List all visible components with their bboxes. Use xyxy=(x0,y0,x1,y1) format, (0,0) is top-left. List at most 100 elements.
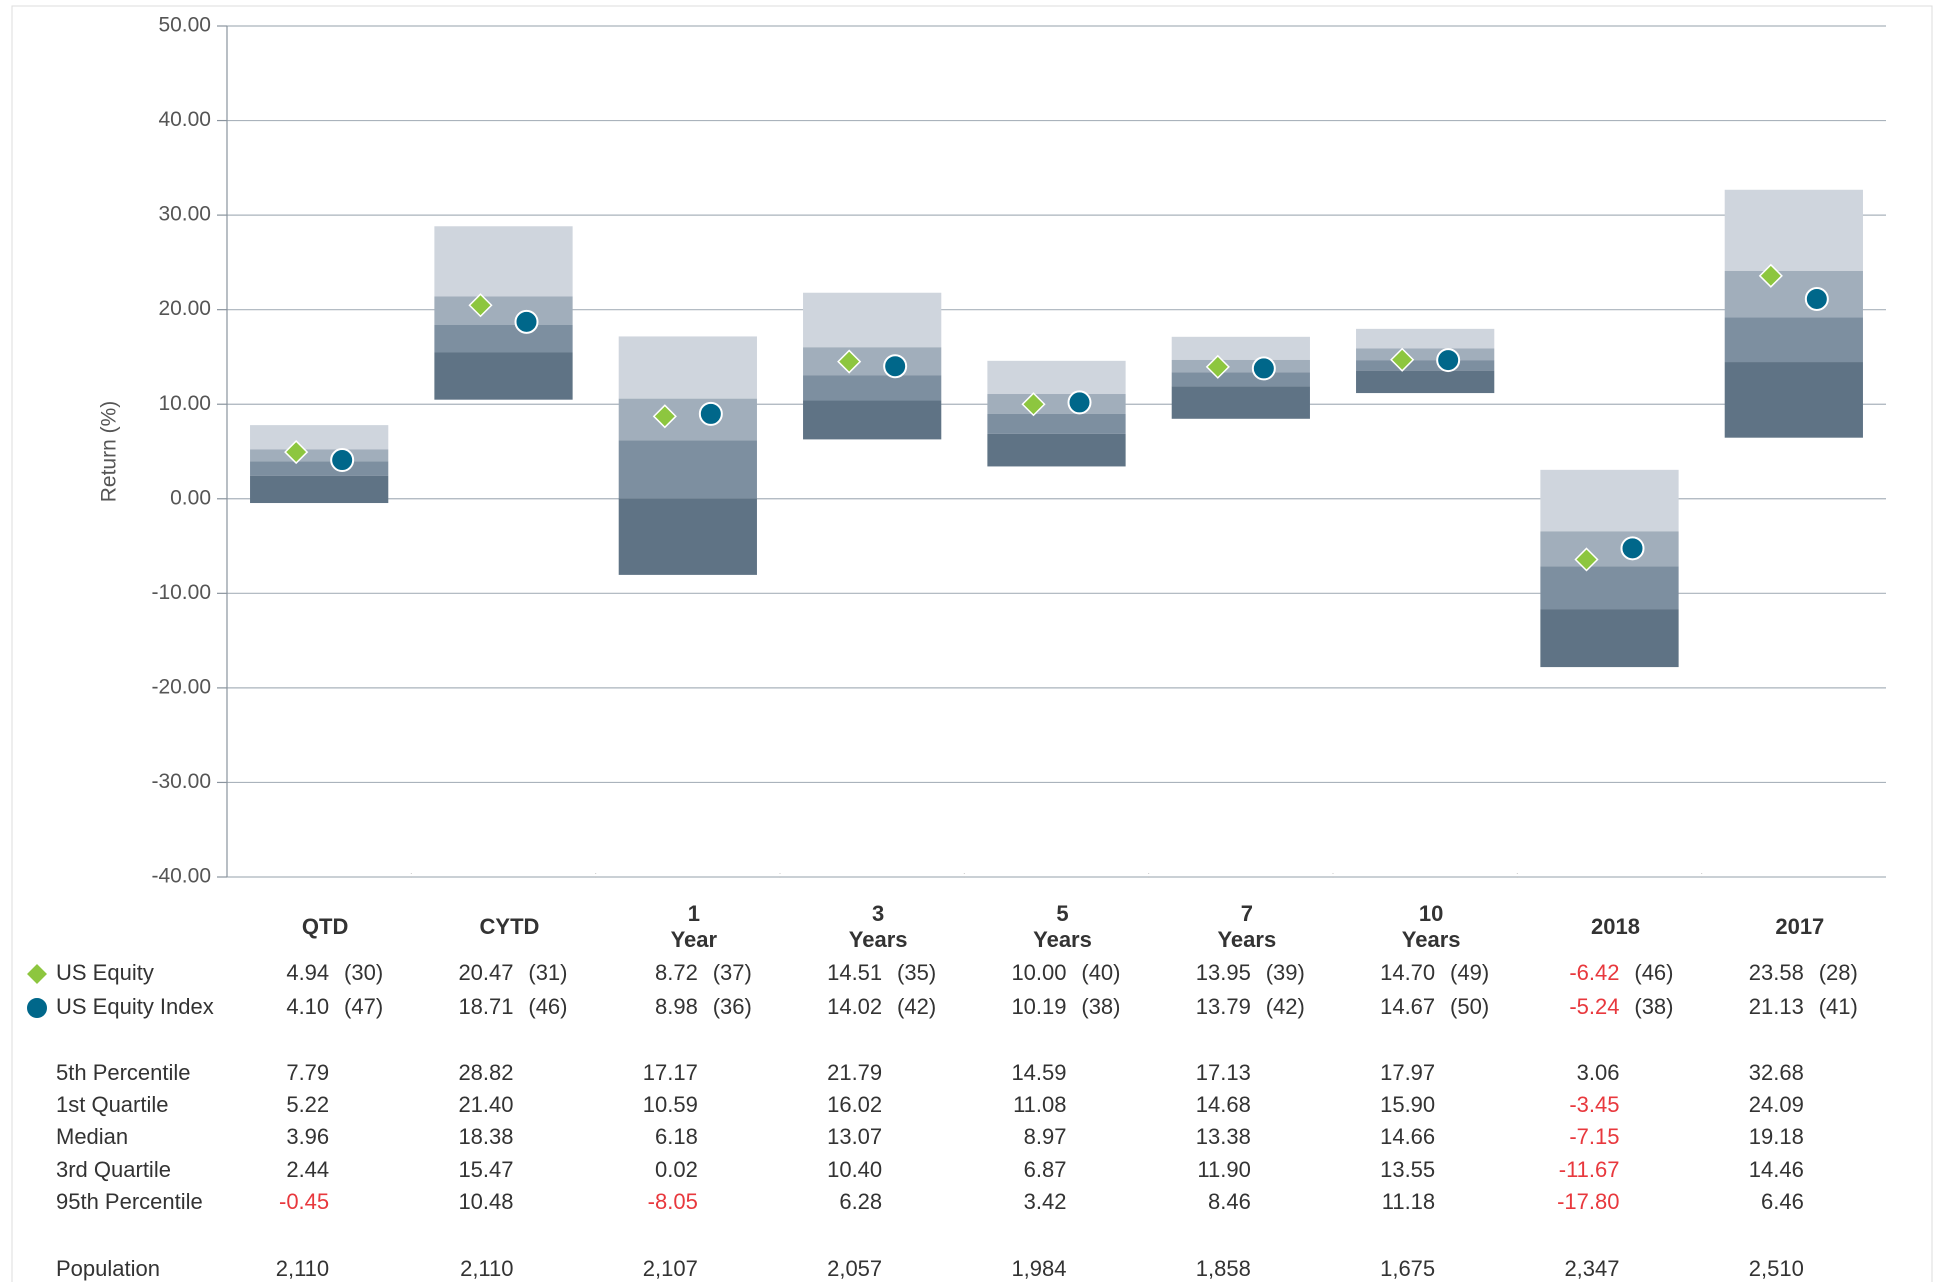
population-cell: 2,110 xyxy=(276,1256,329,1281)
value-cell: 14.67 xyxy=(1380,994,1435,1019)
percentile-band xyxy=(803,347,942,376)
percentile-cell: 6.87 xyxy=(1024,1157,1067,1182)
percentile-cell: 6.28 xyxy=(839,1189,882,1214)
percentile-band xyxy=(1356,360,1495,371)
value-cell: 21.13 xyxy=(1749,994,1804,1019)
percentile-band xyxy=(803,375,942,401)
population-cell: 1,858 xyxy=(1196,1256,1251,1281)
percentile-band xyxy=(987,394,1126,414)
percentile-cell: -3.45 xyxy=(1569,1092,1619,1117)
percentile-band xyxy=(987,433,1126,467)
value-cell: 8.72 xyxy=(655,960,698,985)
value-cell: 13.79 xyxy=(1196,994,1251,1019)
point xyxy=(1758,263,1783,288)
row-label: 5th Percentile xyxy=(56,1060,191,1085)
percentile-cell: 3.96 xyxy=(286,1124,329,1149)
percentile-band xyxy=(1540,469,1679,532)
percentile-band xyxy=(1724,270,1863,318)
x-tick-label: 7 Years xyxy=(1217,901,1277,952)
value-cell: 4.10 xyxy=(286,994,329,1019)
point xyxy=(1390,347,1415,372)
population-cell: 1,984 xyxy=(1011,1256,1066,1281)
percentile-cell: 7.79 xyxy=(286,1060,329,1085)
value-cell: 18.71 xyxy=(458,994,513,1019)
percentile-cell: 17.17 xyxy=(643,1060,698,1085)
value-cell: 23.58 xyxy=(1749,960,1804,985)
row-label: 3rd Quartile xyxy=(56,1157,171,1182)
population-cell: 2,510 xyxy=(1749,1256,1804,1281)
percentile-band xyxy=(987,360,1126,395)
rank-cell: (39) xyxy=(1266,960,1305,985)
percentile-cell: 11.18 xyxy=(1382,1189,1435,1214)
legend-label: US Equity xyxy=(56,960,154,985)
percentile-band xyxy=(1171,372,1310,387)
value-cell: 13.95 xyxy=(1196,960,1251,985)
point xyxy=(652,404,677,429)
point xyxy=(1804,286,1829,311)
y-tick-label: 30.00 xyxy=(158,203,211,226)
y-tick-label: -40.00 xyxy=(151,865,211,888)
percentile-cell: 15.47 xyxy=(458,1157,513,1182)
percentile-cell: 13.38 xyxy=(1196,1124,1251,1149)
percentile-band xyxy=(618,398,757,441)
percentile-cell: 15.90 xyxy=(1380,1092,1435,1117)
x-tick-label: 5 Years xyxy=(1033,901,1092,952)
x-tick-label: 2017 xyxy=(1775,914,1825,939)
percentile-band xyxy=(1724,362,1863,438)
y-tick-label: 20.00 xyxy=(158,297,211,320)
row-label: Median xyxy=(56,1124,128,1149)
point xyxy=(1067,390,1092,415)
point xyxy=(1436,348,1461,373)
percentile-cell: -7.15 xyxy=(1569,1124,1619,1149)
percentile-band xyxy=(803,400,942,440)
percentile-cell: 32.68 xyxy=(1749,1060,1804,1085)
value-cell: -6.42 xyxy=(1569,960,1619,985)
y-tick-label: -30.00 xyxy=(151,770,211,793)
percentile-band xyxy=(803,292,942,348)
percentile-cell: 2.44 xyxy=(286,1157,329,1182)
percentile-band xyxy=(618,498,757,575)
percentile-cell: 10.59 xyxy=(643,1092,698,1117)
percentile-band xyxy=(618,336,757,399)
y-axis-label: Return (%) xyxy=(98,401,121,503)
percentile-band xyxy=(1356,348,1495,361)
point xyxy=(1620,536,1645,561)
x-tick-label: 10 Years xyxy=(1401,901,1461,952)
legend-marker xyxy=(25,996,49,1020)
percentile-band xyxy=(434,226,573,297)
percentile-band xyxy=(1540,566,1679,610)
rank-cell: (42) xyxy=(897,994,936,1019)
point xyxy=(1205,354,1230,379)
point xyxy=(330,448,355,473)
percentile-band xyxy=(1356,328,1495,349)
rank-cell: (50) xyxy=(1450,994,1489,1019)
percentile-cell: 14.66 xyxy=(1380,1124,1435,1149)
y-tick-label: -10.00 xyxy=(151,581,211,604)
percentile-cell: 11.08 xyxy=(1013,1092,1066,1117)
population-cell: 2,110 xyxy=(460,1256,513,1281)
x-tick-label: CYTD xyxy=(479,914,540,939)
rank-cell: (49) xyxy=(1450,960,1489,985)
percentile-cell: 10.40 xyxy=(827,1157,882,1182)
percentile-cell: -0.45 xyxy=(279,1189,329,1214)
percentile-cell: 19.18 xyxy=(1749,1124,1804,1149)
point xyxy=(1021,392,1046,417)
x-tick-label: 3 Years xyxy=(848,901,908,952)
percentile-cell: 8.46 xyxy=(1208,1189,1251,1214)
y-tick-label: 50.00 xyxy=(158,14,211,37)
value-cell: 14.51 xyxy=(827,960,882,985)
percentile-cell: 14.59 xyxy=(1011,1060,1066,1085)
rank-cell: (28) xyxy=(1819,960,1858,985)
percentile-cell: 18.38 xyxy=(458,1124,513,1149)
rank-cell: (47) xyxy=(344,994,383,1019)
row-label: Population xyxy=(56,1256,160,1281)
y-tick-label: 10.00 xyxy=(158,392,211,415)
percentile-band xyxy=(250,475,389,504)
percentile-cell: 17.13 xyxy=(1196,1060,1251,1085)
percentile-cell: 14.46 xyxy=(1749,1157,1804,1182)
rank-cell: (30) xyxy=(344,960,383,985)
percentile-band xyxy=(434,352,573,400)
percentile-band xyxy=(1724,189,1863,271)
